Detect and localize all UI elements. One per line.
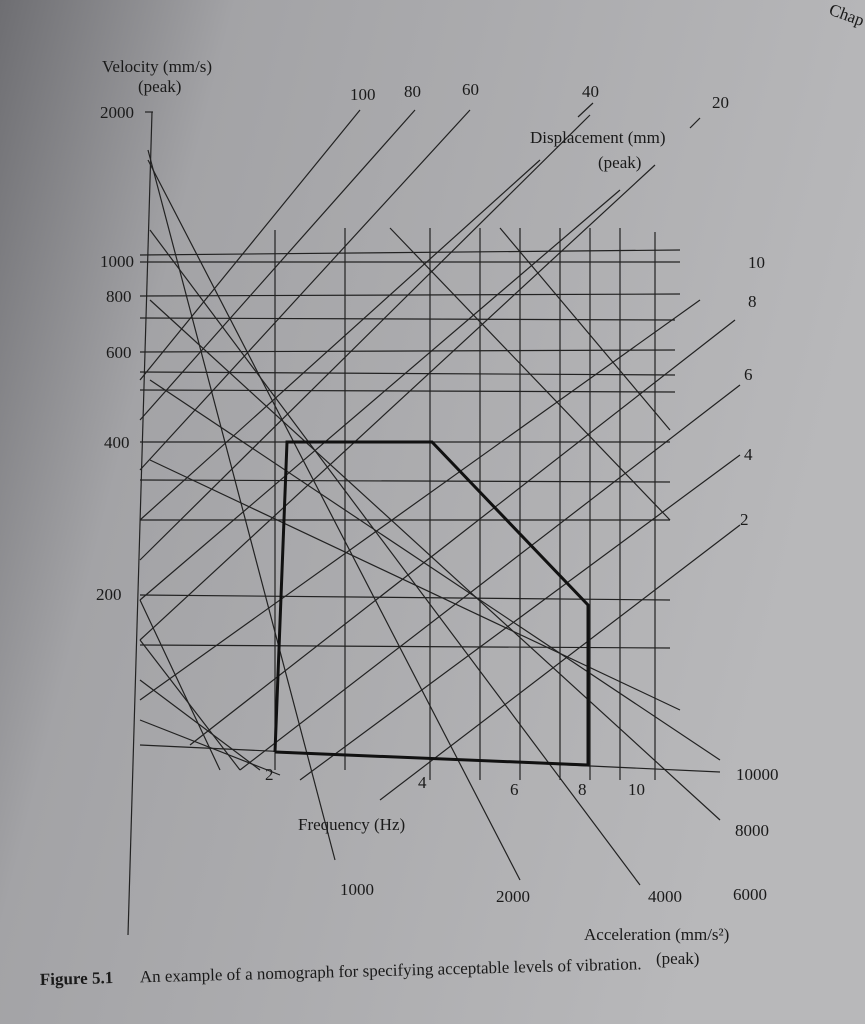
frequency-label: 8 (578, 780, 587, 799)
displacement-label: 80 (404, 82, 421, 101)
velocity-peak: (peak) (138, 77, 181, 96)
velocity-tick: 400 (104, 433, 130, 452)
acceleration-peak: (peak) (656, 949, 699, 968)
acceleration-label: 4000 (648, 887, 682, 906)
velocity-title: Velocity (mm/s) (102, 57, 212, 76)
velocity-tick: 1000 (100, 252, 134, 271)
displacement-peak: (peak) (598, 153, 641, 172)
frequency-label: 2 (265, 765, 274, 784)
frequency-title: Frequency (Hz) (298, 815, 405, 834)
velocity-tick: 2000 (100, 103, 134, 122)
frequency-label: 4 (418, 773, 427, 792)
acceptable-region (273, 440, 590, 767)
displacement-label: 8 (748, 292, 757, 311)
acceleration-label: 6000 (733, 885, 767, 904)
velocity-tick: 600 (106, 343, 132, 362)
displacement-label: 60 (462, 80, 479, 99)
displacement-label: 4 (744, 445, 753, 464)
acceleration-label: 10000 (736, 765, 779, 784)
figure-number: Figure 5.1 (40, 968, 114, 989)
velocity-tick: 200 (96, 585, 122, 604)
displacement-label: 40 (582, 82, 599, 101)
frequency-label: 10 (628, 780, 645, 799)
frequency-label: 6 (510, 780, 519, 799)
displacement-label: 6 (744, 365, 753, 384)
displacement-title: Displacement (mm) (530, 128, 666, 147)
displacement-label: 10 (748, 253, 765, 272)
acceleration-label: 8000 (735, 821, 769, 840)
displacement-label: 100 (350, 85, 376, 104)
velocity-tick: 800 (106, 287, 132, 306)
displacement-label: 20 (712, 93, 729, 112)
acceleration-label: 2000 (496, 887, 530, 906)
acceleration-label: 1000 (340, 880, 374, 899)
acceleration-title: Acceleration (mm/s²) (584, 925, 729, 944)
displacement-label: 2 (740, 510, 749, 529)
